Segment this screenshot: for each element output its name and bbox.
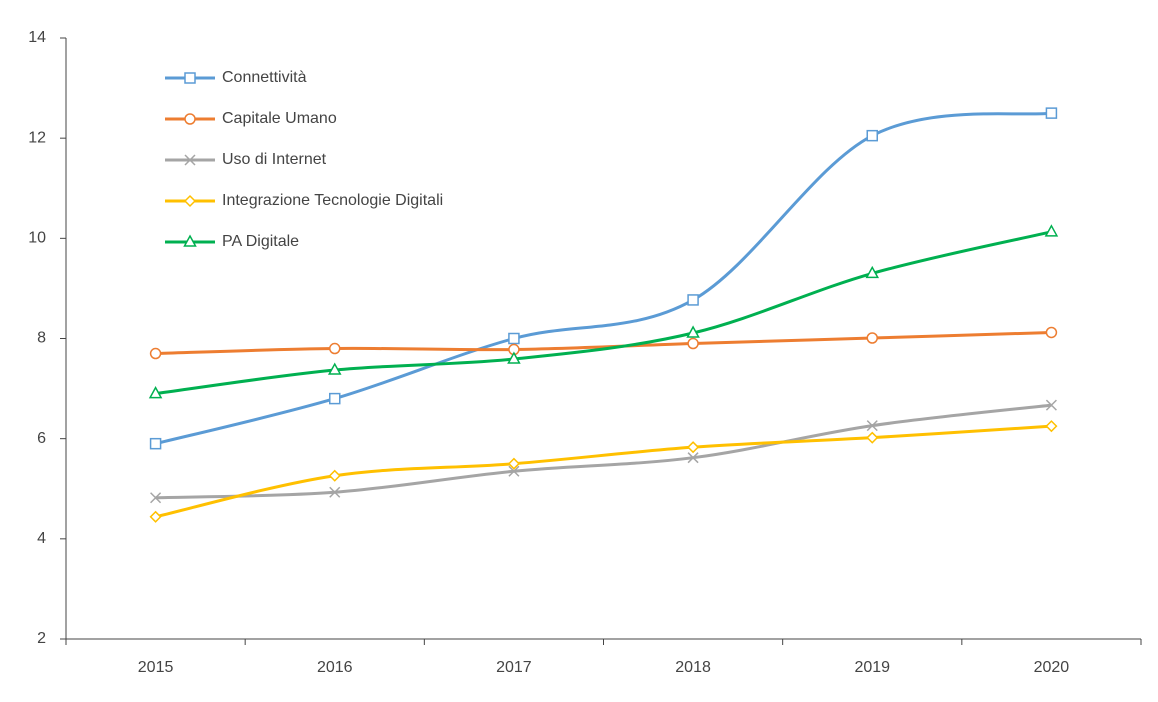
data-point (149, 347, 162, 360)
x-tick-label: 2017 (496, 659, 532, 676)
y-tick-label: 10 (28, 230, 46, 247)
legend-marker (184, 72, 196, 84)
data-point (1045, 107, 1058, 119)
legend-label: Capitale Umano (222, 110, 337, 127)
data-point (149, 510, 162, 523)
data-point (507, 351, 521, 364)
legend-marker (184, 154, 196, 166)
data-point (686, 325, 700, 338)
data-point (866, 431, 879, 444)
x-tick-label: 2019 (854, 659, 890, 676)
y-tick-label: 8 (37, 330, 46, 347)
x-tick-label: 2016 (317, 659, 353, 676)
data-point (866, 129, 878, 142)
legend-label: Integrazione Tecnologie Digitali (222, 192, 443, 209)
y-tick-label: 2 (37, 630, 46, 647)
data-point (148, 386, 163, 399)
data-point (328, 469, 341, 482)
data-point (329, 392, 341, 405)
data-point (687, 452, 699, 464)
data-point (149, 437, 162, 450)
y-tick-label: 4 (37, 530, 46, 547)
legend-marker (183, 194, 197, 208)
data-point (866, 420, 878, 432)
legend-label: PA Digitale (222, 233, 299, 250)
data-point (687, 441, 700, 454)
data-point (1044, 224, 1059, 237)
x-tick-label: 2018 (675, 659, 711, 676)
data-point (866, 332, 878, 344)
data-point (150, 492, 162, 504)
legend-marker (183, 234, 197, 247)
data-point (1045, 420, 1058, 433)
data-point (865, 265, 880, 279)
series-line (155, 424, 1052, 519)
data-point (1045, 399, 1057, 411)
y-tick-label: 12 (28, 129, 46, 146)
y-tick-label: 14 (28, 29, 46, 46)
legend-marker (184, 113, 196, 125)
data-point (327, 362, 342, 375)
series-line (155, 230, 1052, 396)
data-point (329, 486, 341, 498)
data-point (687, 337, 699, 350)
data-point (1045, 326, 1058, 339)
y-tick-label: 6 (37, 430, 46, 447)
data-point (507, 457, 520, 470)
series-line (155, 111, 1052, 446)
data-point (687, 294, 699, 306)
x-tick-label: 2020 (1034, 659, 1070, 676)
legend-label: Uso di Internet (222, 151, 327, 168)
series-line (155, 330, 1052, 356)
data-point (508, 465, 520, 477)
data-point (329, 342, 341, 355)
x-tick-label: 2015 (138, 659, 174, 676)
series-line (155, 403, 1052, 500)
legend-label: Connettività (222, 69, 307, 86)
data-point (508, 332, 520, 345)
